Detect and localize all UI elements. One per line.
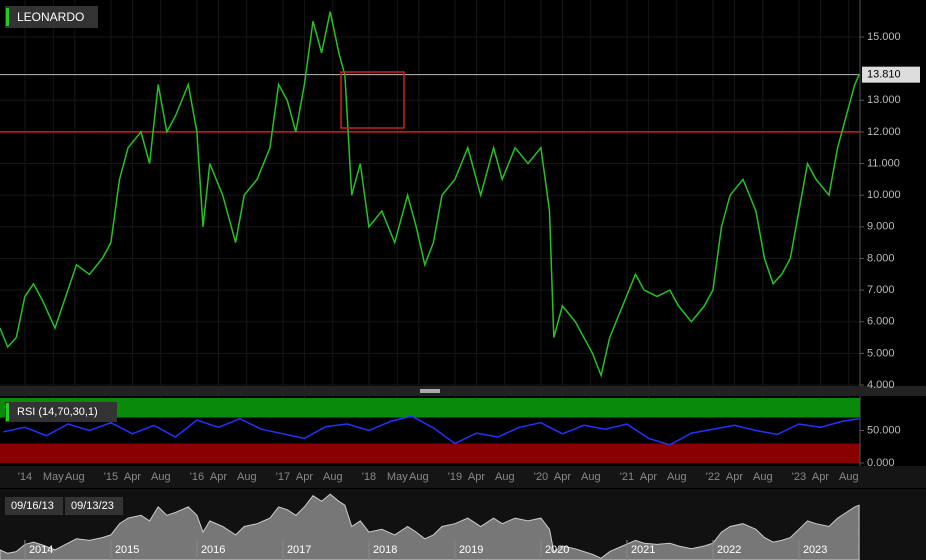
x-tick-label: Aug <box>581 471 601 483</box>
label-box <box>5 402 117 422</box>
oversold-zone <box>0 443 860 463</box>
x-tick-label: '15 <box>104 471 118 483</box>
price-line <box>0 11 860 379</box>
plot <box>0 11 860 560</box>
x-tick-label: Apr <box>726 471 743 483</box>
y-tick-label: 5.000 <box>867 347 895 359</box>
label-box <box>65 497 123 515</box>
x-tick-label: Aug <box>65 471 85 483</box>
x-tick-label: Apr <box>296 471 313 483</box>
navigator-area <box>0 493 860 560</box>
time-axis <box>0 466 926 488</box>
rsi-label[interactable]: RSI (14,70,30,1) <box>5 402 117 422</box>
navigator-tick-label: 2019 <box>459 544 483 556</box>
x-tick-label: Aug <box>323 471 343 483</box>
y-tick-label: 50.000 <box>867 424 901 436</box>
y-tick-label: 13.000 <box>867 94 901 106</box>
x-tick-label: Apr <box>124 471 141 483</box>
symbol-label[interactable]: LEONARDO <box>5 6 98 28</box>
range-start-label: 09/16/13 <box>11 500 54 512</box>
navigator-tick-label: 2021 <box>631 544 655 556</box>
x-tick-label: Aug <box>667 471 687 483</box>
range-end[interactable]: 09/13/23 <box>65 497 123 515</box>
x-tick-label: '18 <box>362 471 376 483</box>
x-tick-label: Apr <box>210 471 227 483</box>
x-tick-label: Aug <box>237 471 257 483</box>
navigator-tick-label: 2023 <box>803 544 827 556</box>
x-tick-label: '22 <box>706 471 720 483</box>
range-start[interactable]: 09/16/13 <box>5 497 63 515</box>
y-tick-label: 11.000 <box>867 157 900 169</box>
x-tick-label: '16 <box>190 471 204 483</box>
label-marker <box>6 8 9 26</box>
symbol-title: LEONARDO <box>17 10 84 24</box>
x-tick-label: Apr <box>468 471 485 483</box>
rsi-line <box>3 415 860 446</box>
x-tick-label: May <box>387 471 408 483</box>
navigator-tick-label: 2014 <box>29 544 53 556</box>
x-tick-label: Aug <box>839 471 859 483</box>
drawn-rectangle <box>340 71 405 129</box>
panel-divider[interactable] <box>0 386 926 396</box>
rsi-title: RSI (14,70,30,1) <box>17 406 98 418</box>
y-tick-label: 7.000 <box>867 284 895 296</box>
x-tick-label: Aug <box>495 471 515 483</box>
x-tick-label: Aug <box>151 471 171 483</box>
y-tick-label: 4.000 <box>867 379 895 391</box>
y-tick-label: 9.000 <box>867 221 895 233</box>
range-end-label: 09/13/23 <box>71 500 114 512</box>
x-tick-label: '23 <box>792 471 806 483</box>
label-marker <box>6 403 9 421</box>
label-box <box>5 497 63 515</box>
x-tick-label: Aug <box>753 471 773 483</box>
x-tick-label: May <box>43 471 64 483</box>
y-tick-label: 0.000 <box>867 457 895 469</box>
y-tick-label: 6.000 <box>867 316 895 328</box>
y-tick-label: 12.000 <box>867 126 901 138</box>
navigator-tick-label: 2022 <box>717 544 741 556</box>
y-tick-label: 15.000 <box>867 31 901 43</box>
x-tick-label: '14 <box>18 471 32 483</box>
navigator-tick-label: 2015 <box>115 544 139 556</box>
x-tick-label: Apr <box>812 471 829 483</box>
y-tick-label: 8.000 <box>867 252 895 264</box>
overbought-zone <box>0 398 860 418</box>
navigator-tick-label: 2020 <box>545 544 569 556</box>
last-price-box <box>862 66 920 83</box>
x-tick-label: Apr <box>554 471 571 483</box>
x-tick-label: '20 <box>534 471 548 483</box>
navigator-tick-label: 2018 <box>373 544 397 556</box>
x-tick-label: Aug <box>409 471 429 483</box>
x-tick-label: '19 <box>448 471 462 483</box>
last-price-label: 13.810 <box>867 69 901 81</box>
label-box <box>5 6 98 28</box>
y-tick-label: 10.000 <box>867 189 901 201</box>
divider-handle[interactable] <box>420 389 440 393</box>
navigator-tick-label: 2017 <box>287 544 311 556</box>
x-tick-label: '17 <box>276 471 290 483</box>
x-tick-label: '21 <box>620 471 634 483</box>
x-tick-label: Apr <box>640 471 657 483</box>
navigator-tick-label: 2016 <box>201 544 225 556</box>
